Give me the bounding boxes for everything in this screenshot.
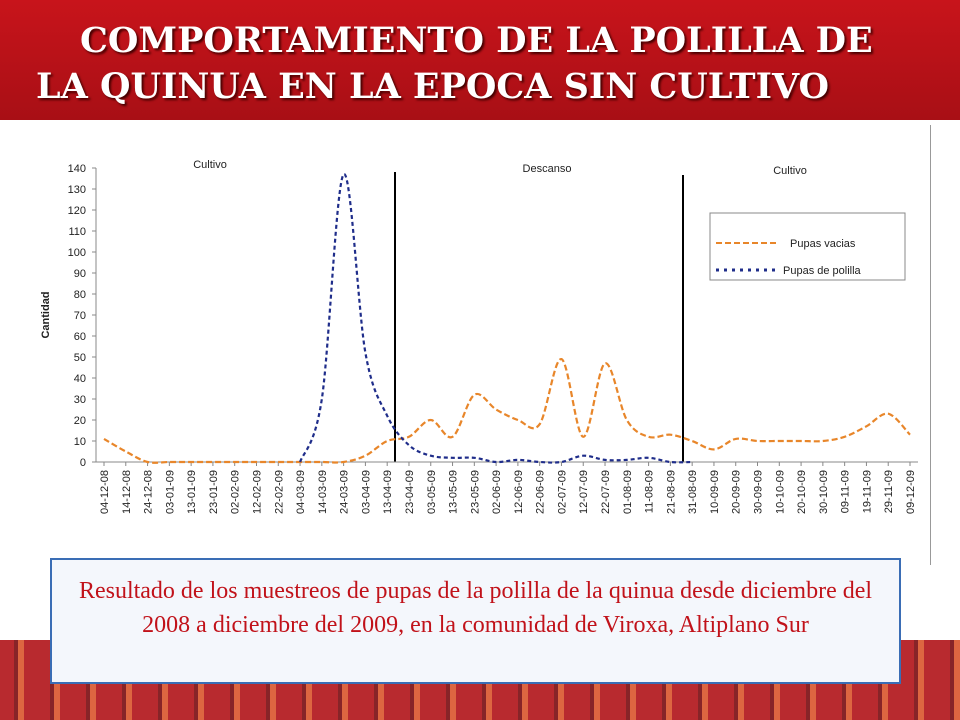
x-tick-label: 03-05-09: [426, 470, 438, 514]
x-tick-label: 03-01-09: [164, 470, 176, 514]
y-tick-label: 140: [68, 163, 86, 175]
y-tick-label: 20: [74, 415, 86, 427]
y-tick-label: 90: [74, 268, 86, 280]
x-tick-label: 09-11-09: [840, 470, 852, 513]
x-tick-label: 02-02-09: [230, 470, 242, 514]
y-tick-label: 110: [68, 226, 86, 238]
x-tick-label: 22-02-09: [273, 470, 285, 514]
x-tick-label: 24-12-08: [143, 470, 155, 514]
series-line: [299, 173, 693, 464]
x-tick-label: 20-09-09: [731, 470, 743, 514]
x-tick-label: 13-04-09: [382, 470, 394, 514]
y-tick-label: 80: [74, 289, 86, 301]
x-tick-label: 20-10-09: [796, 470, 808, 514]
y-tick-label: 60: [74, 331, 86, 343]
x-tick-label: 03-04-09: [360, 470, 372, 514]
x-tick-label: 10-09-09: [709, 470, 721, 514]
x-tick-label: 19-11-09: [861, 470, 873, 513]
y-tick-label: 120: [68, 205, 86, 217]
chart-area: [100, 125, 931, 565]
x-tick-label: 02-06-09: [491, 470, 503, 514]
y-tick-label: 130: [68, 184, 86, 196]
x-tick-label: 13-05-09: [448, 470, 460, 514]
y-tick-label: 0: [80, 457, 86, 469]
caption: Resultado de los muestreos de pupas de l…: [50, 558, 901, 684]
period-label: Cultivo: [773, 165, 807, 177]
x-tick-label: 29-11-09: [883, 470, 895, 513]
title-banner: COMPORTAMIENTO DE LA POLILLA DE LA QUINU…: [0, 0, 960, 120]
series-line: [103, 357, 911, 464]
y-tick-label: 70: [74, 310, 86, 322]
x-tick-label: 13-01-09: [186, 470, 198, 514]
x-tick-label: 02-07-09: [556, 470, 568, 514]
x-tick-label: 11-08-09: [644, 470, 656, 513]
x-tick-label: 22-07-09: [600, 470, 612, 514]
x-tick-label: 30-10-09: [818, 470, 830, 514]
y-tick-label: 30: [74, 394, 86, 406]
title-line: COMPORTAMIENTO DE LA POLILLA DE: [80, 20, 873, 61]
y-tick-label: 40: [74, 373, 86, 385]
x-tick-label: 21-08-09: [665, 470, 677, 514]
y-axis-label: Cantidad: [40, 291, 52, 338]
x-tick-label: 04-12-08: [99, 470, 111, 514]
x-tick-label: 23-05-09: [469, 470, 481, 514]
y-tick-label: 50: [74, 352, 86, 364]
x-tick-label: 23-01-09: [208, 470, 220, 514]
title-line: LA QUINUA EN LA EPOCA SIN CULTIVO: [36, 66, 830, 107]
x-tick-label: 30-09-09: [753, 470, 765, 514]
x-tick-label: 01-08-09: [622, 470, 634, 514]
period-label: Descanso: [523, 163, 572, 175]
legend-label: Pupas de polilla: [783, 265, 862, 277]
x-tick-label: 10-10-09: [774, 470, 786, 514]
x-tick-label: 04-03-09: [295, 470, 307, 514]
x-tick-label: 22-06-09: [535, 470, 547, 514]
period-label: Cultivo: [193, 159, 227, 171]
x-tick-label: 12-07-09: [578, 470, 590, 514]
x-tick-label: 14-03-09: [317, 470, 329, 514]
x-tick-label: 14-12-08: [121, 470, 133, 514]
legend-label: Pupas vacias: [790, 238, 856, 250]
x-tick-label: 24-03-09: [339, 470, 351, 514]
x-tick-label: 12-06-09: [513, 470, 525, 514]
x-tick-label: 09-12-09: [905, 470, 917, 514]
x-tick-label: 23-04-09: [404, 470, 416, 514]
y-tick-label: 100: [68, 247, 86, 259]
x-tick-label: 12-02-09: [251, 470, 263, 514]
y-tick-label: 10: [74, 436, 86, 448]
x-tick-label: 31-08-09: [687, 470, 699, 514]
